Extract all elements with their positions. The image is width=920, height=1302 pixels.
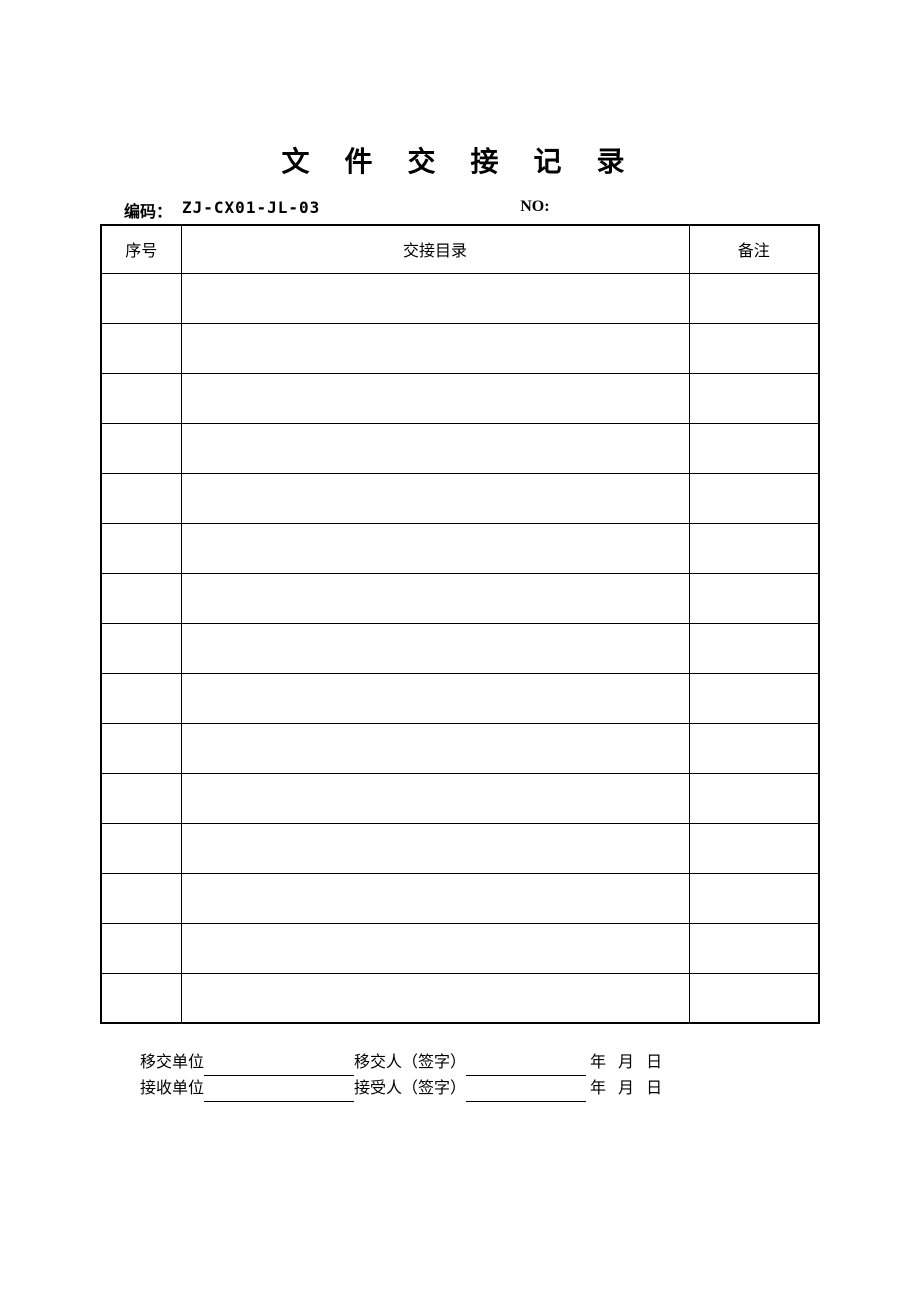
page-title: 文 件 交 接 记 录 <box>100 140 820 180</box>
cell-directory <box>181 723 689 773</box>
cell-directory <box>181 273 689 323</box>
table-row <box>101 723 819 773</box>
cell-directory <box>181 823 689 873</box>
year-label-2: 年 <box>590 1080 606 1097</box>
receive-person-field <box>466 1084 586 1102</box>
header-note: 备注 <box>689 225 819 273</box>
cell-note <box>689 723 819 773</box>
table-row <box>101 523 819 573</box>
cell-note <box>689 673 819 723</box>
cell-seq <box>101 523 181 573</box>
cell-directory <box>181 773 689 823</box>
table-row <box>101 823 819 873</box>
document-page: 文 件 交 接 记 录 编码： ZJ-CX01-JL-03 NO: 序号 交接目… <box>0 0 920 1102</box>
cell-directory <box>181 973 689 1023</box>
code-label: 编码： <box>124 198 172 222</box>
cell-seq <box>101 773 181 823</box>
table-row <box>101 573 819 623</box>
cell-seq <box>101 623 181 673</box>
transfer-sign-line: 移交单位 移交人（签字） 年 月 日 <box>140 1050 820 1076</box>
cell-note <box>689 623 819 673</box>
cell-directory <box>181 523 689 573</box>
cell-directory <box>181 423 689 473</box>
month-label-2: 月 <box>618 1080 634 1097</box>
cell-note <box>689 573 819 623</box>
year-label-1: 年 <box>590 1054 606 1071</box>
cell-note <box>689 373 819 423</box>
cell-seq <box>101 873 181 923</box>
cell-note <box>689 523 819 573</box>
cell-directory <box>181 323 689 373</box>
cell-seq <box>101 823 181 873</box>
table-row <box>101 273 819 323</box>
cell-directory <box>181 573 689 623</box>
cell-seq <box>101 423 181 473</box>
cell-seq <box>101 273 181 323</box>
cell-note <box>689 973 819 1023</box>
cell-seq <box>101 673 181 723</box>
transfer-person-label: 移交人（签字） <box>354 1054 466 1071</box>
header-seq: 序号 <box>101 225 181 273</box>
day-label-2: 日 <box>646 1080 662 1097</box>
cell-seq <box>101 973 181 1023</box>
signature-block: 移交单位 移交人（签字） 年 月 日 接收单位 接受人（签字） 年 月 日 <box>100 1050 820 1102</box>
table-row <box>101 323 819 373</box>
cell-directory <box>181 923 689 973</box>
no-label: NO: <box>520 198 549 222</box>
table-row <box>101 773 819 823</box>
table-row <box>101 373 819 423</box>
transfer-person-field <box>466 1058 586 1076</box>
table-row <box>101 473 819 523</box>
table-row <box>101 673 819 723</box>
cell-seq <box>101 923 181 973</box>
receive-sign-line: 接收单位 接受人（签字） 年 月 日 <box>140 1076 820 1102</box>
cell-directory <box>181 473 689 523</box>
table-row <box>101 873 819 923</box>
month-label-1: 月 <box>618 1054 634 1071</box>
cell-note <box>689 473 819 523</box>
day-label-1: 日 <box>646 1054 662 1071</box>
receive-person-label: 接受人（签字） <box>354 1080 466 1097</box>
cell-note <box>689 823 819 873</box>
cell-directory <box>181 873 689 923</box>
cell-directory <box>181 673 689 723</box>
receive-unit-label: 接收单位 <box>140 1080 204 1097</box>
table-body <box>101 273 819 1023</box>
cell-seq <box>101 473 181 523</box>
cell-note <box>689 773 819 823</box>
cell-note <box>689 323 819 373</box>
table-row <box>101 973 819 1023</box>
table-header-row: 序号 交接目录 备注 <box>101 225 819 273</box>
cell-seq <box>101 573 181 623</box>
cell-note <box>689 273 819 323</box>
code-value: ZJ-CX01-JL-03 <box>182 198 320 222</box>
cell-note <box>689 873 819 923</box>
table-row <box>101 923 819 973</box>
cell-seq <box>101 373 181 423</box>
transfer-unit-field <box>204 1058 354 1076</box>
cell-note <box>689 923 819 973</box>
cell-directory <box>181 623 689 673</box>
transfer-unit-label: 移交单位 <box>140 1054 204 1071</box>
handover-table: 序号 交接目录 备注 <box>100 224 820 1024</box>
cell-note <box>689 423 819 473</box>
cell-seq <box>101 723 181 773</box>
table-row <box>101 423 819 473</box>
cell-directory <box>181 373 689 423</box>
table-row <box>101 623 819 673</box>
cell-seq <box>101 323 181 373</box>
receive-unit-field <box>204 1084 354 1102</box>
header-directory: 交接目录 <box>181 225 689 273</box>
meta-row: 编码： ZJ-CX01-JL-03 NO: <box>100 198 820 222</box>
